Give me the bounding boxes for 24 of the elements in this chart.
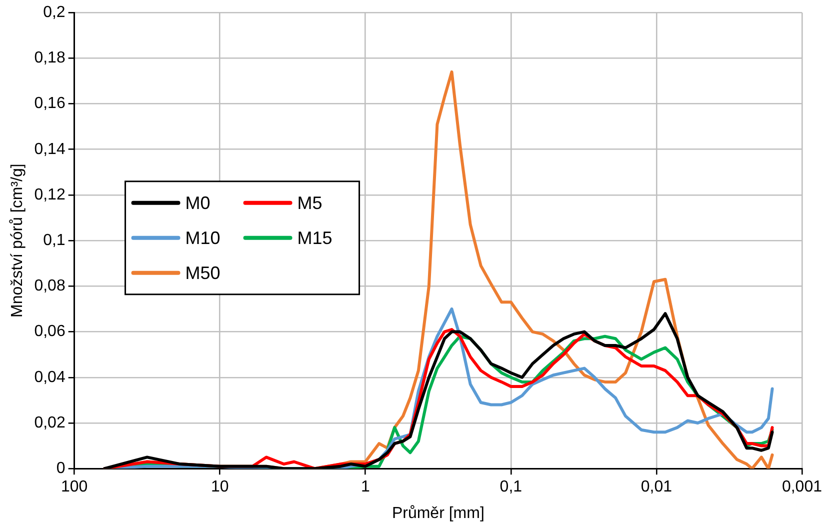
x-tick-label: 0,001 — [782, 478, 822, 496]
y-tick-label: 0,16 — [34, 95, 66, 112]
x-axis-title: Průměr [mm] — [392, 504, 484, 522]
y-tick-label: 0,18 — [34, 50, 66, 67]
legend-label: M5 — [297, 192, 322, 213]
x-tick-label: 10 — [210, 478, 229, 496]
y-axis-title: Množství pórů [cm³/g] — [9, 164, 26, 318]
y-tick-label: 0,12 — [34, 186, 66, 204]
legend-label: M0 — [185, 192, 210, 213]
legend-label: M50 — [185, 262, 220, 283]
y-tick-label: 0,2 — [43, 4, 66, 22]
y-tick-label: 0,14 — [34, 140, 66, 158]
legend-label: M10 — [185, 228, 220, 248]
y-tick-label: 0,04 — [34, 368, 66, 386]
y-tick-label: 0,02 — [34, 414, 66, 432]
y-tick-label: 0 — [56, 460, 66, 478]
y-tick-label: 0,08 — [34, 278, 66, 295]
x-tick-label: 0,01 — [640, 478, 672, 496]
x-tick-label: 0,1 — [500, 478, 522, 496]
legend-label: M15 — [297, 228, 332, 248]
y-tick-label: 0,1 — [43, 232, 66, 250]
x-tick-label: 100 — [60, 478, 88, 496]
y-tick-label: 0,06 — [34, 323, 66, 340]
x-tick-label: 1 — [360, 478, 370, 496]
